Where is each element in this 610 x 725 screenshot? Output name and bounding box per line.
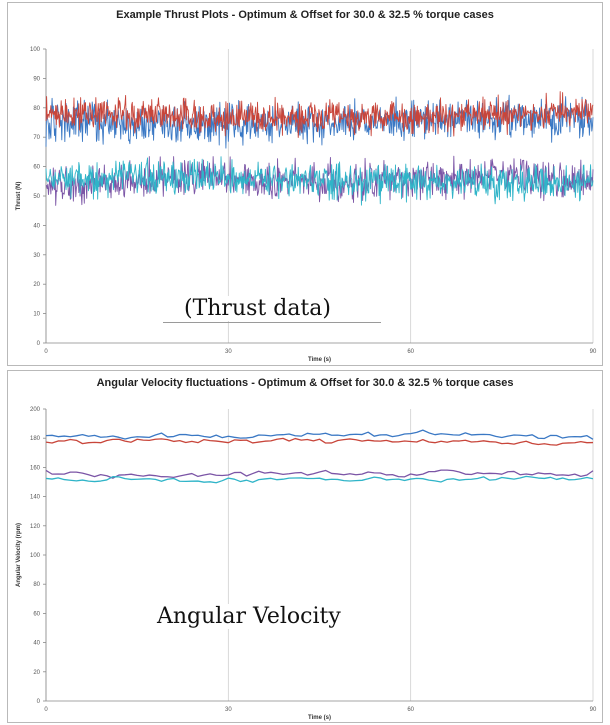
angular-x-tick-label-3: 90 — [590, 707, 597, 713]
angular-chart-title: Angular Velocity fluctuations - Optimum … — [96, 377, 514, 389]
angular-y-tick-label-5: 100 — [30, 553, 41, 559]
thrust-y-tick-label-6: 60 — [33, 165, 40, 171]
thrust-x-tick-label-2: 60 — [407, 349, 414, 355]
angular-y-tick-label-2: 40 — [33, 641, 40, 647]
thrust-series-line-0 — [45, 94, 594, 149]
angular-chart-panel: Angular Velocity fluctuations - Optimum … — [7, 370, 603, 723]
angular-y-tick-label-7: 140 — [30, 495, 41, 501]
angular-y-tick-label-4: 80 — [33, 582, 40, 588]
thrust-y-tick-label-3: 30 — [33, 253, 40, 259]
angular-y-tick-label-0: 0 — [37, 699, 41, 705]
thrust-y-tick-label-2: 20 — [33, 282, 40, 288]
angular-x-tick-label-0: 0 — [44, 707, 48, 713]
thrust-series-line-1 — [45, 91, 594, 138]
thrust-y-tick-label-9: 90 — [33, 76, 40, 82]
angular-series-line-0 — [45, 429, 594, 440]
angular-x-axis-label: Time (s) — [308, 715, 331, 721]
angular-series-line-3 — [45, 475, 594, 484]
angular-series-line-1 — [45, 437, 594, 446]
angular-y-tick-label-8: 160 — [30, 465, 41, 471]
thrust-annotation-underline — [163, 322, 381, 323]
thrust-x-axis-label: Time (s) — [308, 357, 331, 363]
thrust-y-tick-label-7: 70 — [33, 135, 40, 141]
angular-y-tick-label-3: 60 — [33, 611, 40, 617]
thrust-y-tick-label-1: 10 — [33, 312, 40, 318]
angular-y-tick-label-10: 200 — [30, 407, 41, 413]
angular-annotation: Angular Velocity — [153, 604, 345, 629]
thrust-x-tick-label-1: 30 — [225, 349, 232, 355]
thrust-series-line-3 — [45, 156, 594, 206]
thrust-chart: 0 10 20 30 40 50 60 70 80 90 100 0 30 60 90 Time (s) Thr… — [16, 47, 597, 363]
thrust-y-tick-label-10: 100 — [30, 47, 41, 53]
angular-x-tick-label-2: 60 — [407, 707, 414, 713]
thrust-chart-panel: Example Thrust Plots - Optimum & Offset … — [7, 2, 603, 366]
angular-y-tick-label-9: 180 — [30, 436, 41, 442]
thrust-y-tick-label-0: 0 — [37, 341, 41, 347]
thrust-y-tick-label-4: 40 — [33, 223, 40, 229]
angular-x-tick-label-1: 30 — [225, 707, 232, 713]
angular-y-tick-label-6: 120 — [30, 524, 41, 530]
angular-y-axis-label: Angular Velocity (rpm) — [16, 523, 22, 587]
thrust-chart-title: Example Thrust Plots - Optimum & Offset … — [116, 9, 494, 21]
thrust-y-axis-label: Thrust (N) — [16, 182, 22, 211]
thrust-y-tick-label-8: 80 — [33, 106, 40, 112]
angular-series-line-2 — [45, 469, 594, 479]
thrust-annotation: (Thrust data) — [180, 296, 335, 321]
thrust-x-tick-label-0: 0 — [44, 349, 48, 355]
angular-chart: 0 20 40 60 80 100 120 140 160 180 200 0 30 60 90 Time (… — [16, 407, 597, 721]
angular-y-tick-label-1: 20 — [33, 670, 40, 676]
thrust-x-tick-label-3: 90 — [590, 349, 597, 355]
thrust-y-tick-label-5: 50 — [33, 194, 40, 200]
